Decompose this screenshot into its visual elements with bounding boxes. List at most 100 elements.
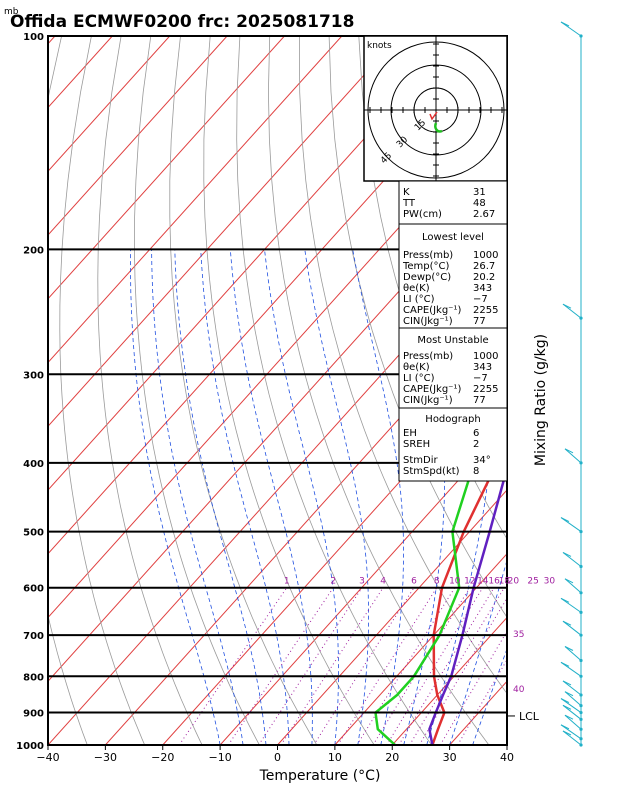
table-row-label: PW(cm) — [403, 209, 442, 220]
wind-barb-staff — [562, 704, 582, 720]
table-row-label: Press(mb) — [403, 250, 453, 261]
table-row-label: SREH — [403, 439, 430, 450]
table-row-value: 343 — [473, 362, 492, 373]
mixing-ratio-line — [227, 587, 334, 745]
table-header: Most Unstable — [417, 335, 488, 346]
pressure-tick-label: 700 — [23, 631, 44, 642]
table-row-value: 6 — [473, 428, 479, 439]
table-row-value: 77 — [473, 316, 486, 327]
table-row-label: CIN(Jkg⁻¹) — [403, 316, 453, 327]
mixing-ratio-label: 3 — [359, 577, 365, 587]
table-header: Hodograph — [425, 414, 480, 425]
table-row-label: LI (°C) — [403, 373, 435, 384]
table-row-value: 1000 — [473, 250, 498, 261]
wind-barb-staff — [562, 620, 582, 636]
wind-barb-flag — [560, 698, 570, 704]
wind-barb-flag — [564, 578, 574, 584]
dewpoint-profile — [374, 414, 507, 745]
wind-barb-flag — [560, 597, 570, 603]
table-row-label: Temp(°C) — [402, 261, 450, 272]
table-row-label: CAPE(Jkg⁻¹) — [403, 305, 461, 316]
pressure-tick-label: 600 — [23, 584, 44, 595]
wind-barb-staff — [564, 714, 582, 730]
pressure-tick-label: 1000 — [16, 741, 44, 752]
table-row-value: 26.7 — [473, 261, 495, 272]
hodograph: knots 15 30 45 — [363, 35, 508, 182]
wind-barb-staff — [562, 552, 582, 567]
wind-barb-flag — [562, 730, 572, 736]
temperature-profile — [431, 440, 507, 745]
isotherm — [48, 36, 171, 172]
table-row-label: CIN(Jkg⁻¹) — [403, 395, 453, 406]
wind-barb-staff — [562, 680, 582, 696]
temperature-tick-label: 10 — [328, 751, 342, 764]
mixing-ratio-label: 2 — [330, 577, 336, 587]
moist-adiabat — [352, 249, 404, 745]
table-row-label: K — [403, 187, 410, 198]
isotherm — [219, 425, 507, 745]
isotherm — [334, 553, 507, 745]
temperature-tick-label: −30 — [94, 751, 117, 764]
mixing-ratio-label: 30 — [544, 577, 556, 587]
table-row-value: 1000 — [473, 351, 498, 362]
theta-labels: 35 40 — [513, 630, 525, 695]
table-header: Lowest level — [422, 232, 484, 243]
stability-tables: K 31 TT 48 PW(cm) 2.67 Lowest level Press(mb) 10… — [398, 180, 508, 482]
theta-label: 35 — [513, 630, 524, 640]
isotherm — [48, 36, 343, 364]
pressure-unit-label: mb — [4, 7, 19, 17]
wind-barb-flag — [562, 552, 572, 557]
isotherm — [48, 36, 228, 236]
table-row-value: 2 — [473, 439, 479, 450]
temperature-tick-label: 40 — [500, 751, 514, 764]
isotherm — [48, 36, 400, 427]
table-row-value: 343 — [473, 283, 492, 294]
wind-barb-staff — [562, 303, 582, 319]
dry-adiabat — [537, 36, 618, 745]
wind-barb-flag — [564, 714, 574, 720]
right-axis-title: Mixing Ratio (g/kg) — [533, 334, 549, 466]
dry-adiabat — [97, 36, 203, 745]
wind-barb-flag — [560, 21, 570, 27]
dry-adiabat — [597, 36, 618, 745]
moist-adiabat — [130, 249, 221, 745]
mixing-ratio-label: 25 — [527, 577, 538, 587]
hodograph-trace — [434, 122, 443, 133]
table-row-value: 2.67 — [473, 209, 495, 220]
pressure-tick-label: 500 — [23, 528, 44, 539]
wind-barb-flag — [564, 691, 574, 697]
pressure-tick-label: 800 — [23, 672, 44, 683]
table-row-value: 48 — [473, 198, 486, 209]
dry-adiabat — [328, 36, 507, 618]
temperature-tick-label: −20 — [151, 751, 174, 764]
pressure-tick-label: 200 — [23, 245, 44, 256]
parcel-profile — [428, 463, 507, 745]
wind-barb-staff — [564, 691, 582, 707]
table-row-label: TT — [402, 198, 416, 209]
isotherm — [48, 170, 507, 682]
wind-barb-flag — [560, 724, 570, 730]
temperature-axis: −40 −30 −20 −10 0 10 20 30 40 — [36, 745, 514, 764]
lcl-label: LCL — [519, 710, 540, 723]
chart-title: Offida ECMWF0200 frc: 2025081718 — [10, 12, 354, 32]
temperature-tick-label: 0 — [274, 751, 281, 764]
temperature-tick-label: 20 — [385, 751, 399, 764]
mixing-ratio-line — [439, 630, 507, 745]
wind-barbs — [560, 21, 583, 747]
moist-adiabat — [200, 249, 290, 745]
table-row-value: −7 — [473, 373, 488, 384]
pressure-tick-label: 400 — [23, 459, 44, 470]
table-row-label: Dewp(°C) — [403, 272, 451, 283]
pressure-tick-label: 100 — [23, 32, 44, 43]
moist-adiabat — [304, 249, 370, 745]
dry-adiabat — [267, 36, 490, 745]
wind-barb-staff — [560, 21, 582, 37]
table-row-label: CAPE(Jkg⁻¹) — [403, 384, 461, 395]
background-lines — [48, 36, 618, 745]
stability-tables-frame — [398, 180, 508, 482]
dry-adiabat — [567, 36, 618, 745]
isotherm — [564, 36, 618, 745]
wind-barb-staff — [560, 597, 582, 613]
